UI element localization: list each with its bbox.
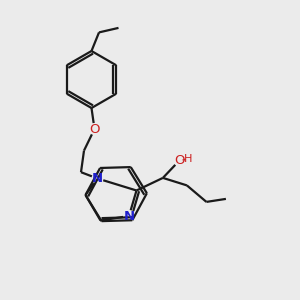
Text: H: H [184,154,192,164]
Text: N: N [92,172,103,185]
Text: O: O [174,154,184,167]
Text: O: O [89,122,100,136]
Text: N: N [123,209,135,223]
